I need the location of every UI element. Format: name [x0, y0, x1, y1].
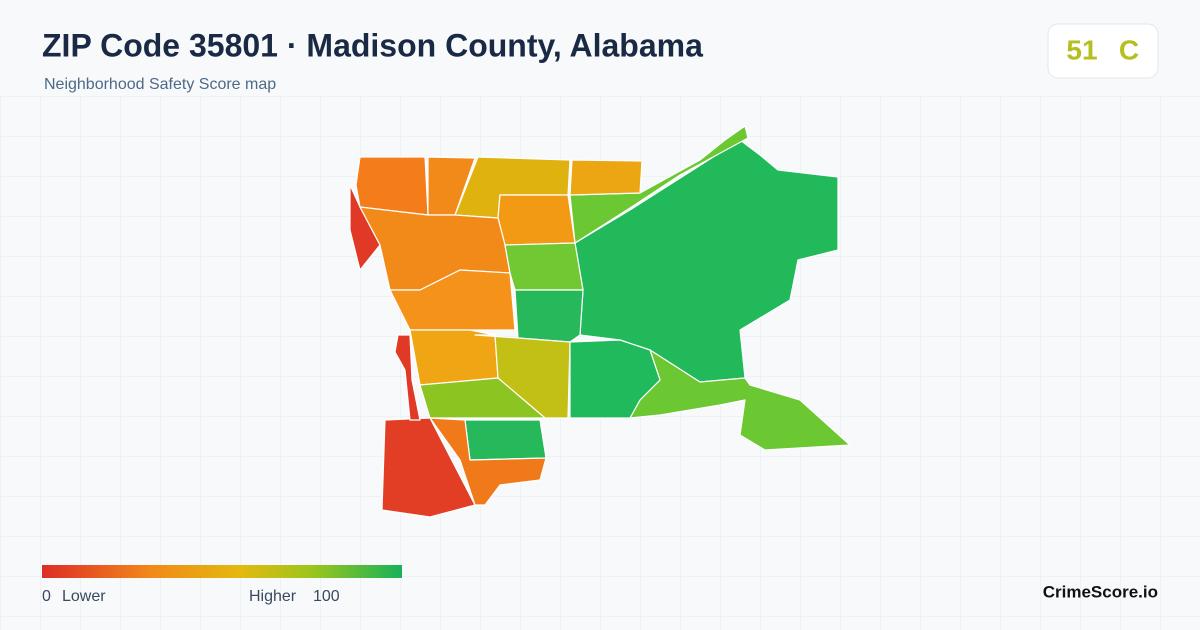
title: ZIP Code 35801 · Madison County, Alabama	[42, 27, 703, 63]
legend-max-label: Higher	[249, 588, 297, 605]
region	[569, 339, 661, 419]
region	[429, 417, 547, 506]
region	[514, 289, 584, 343]
region	[569, 125, 749, 244]
region	[474, 334, 571, 419]
region	[497, 194, 576, 246]
score-badge	[1047, 23, 1159, 79]
region	[504, 242, 584, 291]
region	[409, 329, 499, 386]
region	[464, 419, 547, 461]
region	[381, 417, 476, 518]
legend-min: 0	[42, 588, 51, 605]
region	[349, 184, 381, 271]
legend-min-label: Lower	[62, 588, 106, 605]
subtitle: Neighborhood Safety Score map	[44, 76, 276, 93]
region	[419, 377, 546, 419]
legend-scale	[42, 565, 402, 578]
brand: CrimeScore.io	[1043, 582, 1158, 601]
map	[349, 125, 851, 518]
score-grade: C	[1119, 34, 1139, 65]
legend-max: 100	[313, 588, 340, 605]
region	[355, 156, 429, 216]
region	[394, 334, 421, 421]
region	[569, 159, 643, 196]
score-value: 51	[1066, 34, 1097, 65]
